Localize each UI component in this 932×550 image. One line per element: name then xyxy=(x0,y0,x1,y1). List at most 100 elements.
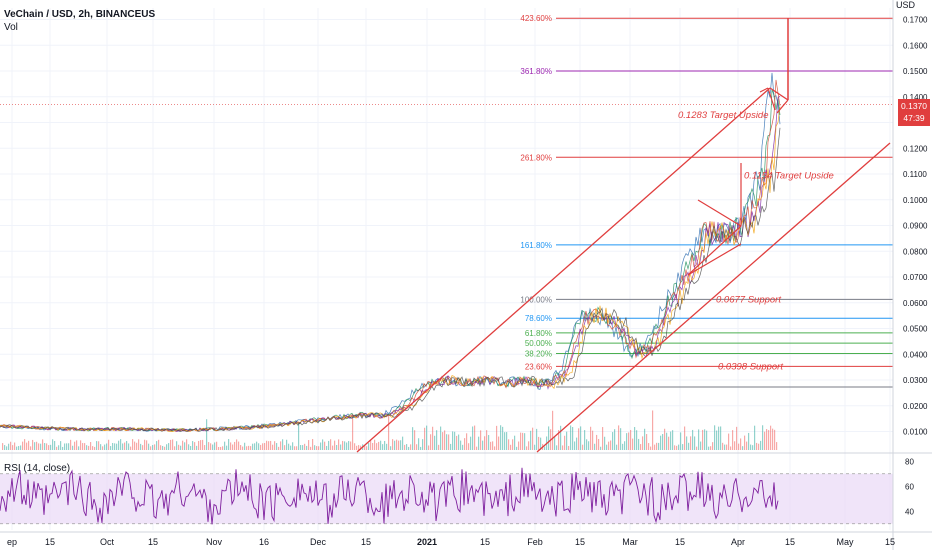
volume-bar xyxy=(32,439,34,450)
volume-bar xyxy=(108,439,110,450)
volume-bar xyxy=(544,446,546,450)
volume-bar xyxy=(296,446,298,450)
volume-bar xyxy=(448,434,450,450)
rsi-tick-label: 40 xyxy=(905,507,914,516)
volume-bar xyxy=(152,444,154,450)
fib-level-label: 100.00% xyxy=(520,295,552,304)
volume-bar xyxy=(458,434,460,450)
volume-bar xyxy=(198,440,200,450)
volume-bar xyxy=(472,426,474,450)
time-tick-label: 15 xyxy=(45,537,55,547)
volume-bar xyxy=(398,440,400,450)
volume-bar xyxy=(760,440,762,450)
volume-bar xyxy=(374,439,376,450)
volume-bar xyxy=(38,443,40,450)
volume-bar xyxy=(298,421,300,450)
time-tick-label: Apr xyxy=(731,537,745,547)
volume-bar xyxy=(558,430,560,450)
volume-bar xyxy=(154,444,156,450)
volume-bar xyxy=(8,443,10,450)
volume-bar xyxy=(190,446,192,450)
volume-bar xyxy=(280,441,282,450)
volume-bar xyxy=(204,445,206,450)
volume-bar xyxy=(590,426,592,450)
volume-bar xyxy=(656,442,658,450)
volume-bar xyxy=(76,440,78,450)
volume-bar xyxy=(272,444,274,450)
volume-bar xyxy=(496,425,498,450)
volume-bar xyxy=(704,429,706,450)
volume-bar xyxy=(646,434,648,450)
volume-bar xyxy=(402,436,404,450)
volume-bar xyxy=(672,430,674,450)
volume-bar xyxy=(652,410,654,450)
volume-bar xyxy=(344,441,346,450)
volume-bar xyxy=(332,445,334,450)
volume-bar xyxy=(708,446,710,450)
price-line xyxy=(0,96,781,432)
volume-bar xyxy=(694,436,696,450)
volume-bar xyxy=(514,435,516,450)
time-tick-label: Feb xyxy=(527,537,543,547)
volume-bar xyxy=(436,430,438,450)
volume-bar xyxy=(580,426,582,450)
volume-bar xyxy=(78,446,80,450)
volume-bar xyxy=(36,441,38,450)
rsi-line xyxy=(0,467,779,525)
volume-bar xyxy=(612,432,614,450)
volume-bar xyxy=(566,431,568,450)
volume-bar xyxy=(702,429,704,450)
volume-bar xyxy=(14,442,16,450)
volume-bar xyxy=(690,436,692,450)
volume-bar xyxy=(764,431,766,450)
annotations: 0.1283 Target Upside 0.1154 Target Upside… xyxy=(678,110,834,373)
volume-bar xyxy=(548,426,550,450)
time-tick-label: 15 xyxy=(480,537,490,547)
volume-bar xyxy=(604,436,606,450)
volume-bar xyxy=(196,445,198,450)
volume-bar xyxy=(338,439,340,450)
volume-bar xyxy=(352,415,354,450)
volume-bar xyxy=(680,432,682,450)
volume-bar xyxy=(712,442,714,450)
volume-bar xyxy=(530,430,532,450)
volume-bar xyxy=(346,442,348,450)
volume-bar xyxy=(650,446,652,450)
volume-bar xyxy=(178,444,180,450)
volume-bar xyxy=(426,425,428,450)
volume-bar xyxy=(104,444,106,450)
price-tick-label: 0.1600 xyxy=(903,41,928,50)
volume-bar xyxy=(766,429,768,450)
volume-bar xyxy=(444,430,446,450)
volume-bar xyxy=(348,440,350,450)
volume-bar xyxy=(428,445,430,450)
volume-bar xyxy=(326,445,328,450)
volume-bar xyxy=(576,437,578,450)
volume-bar xyxy=(232,444,234,450)
volume-bar xyxy=(300,445,302,450)
volume-bar xyxy=(600,446,602,450)
volume-bar xyxy=(584,430,586,450)
volume-bar xyxy=(464,438,466,450)
volume-bar xyxy=(394,440,396,450)
volume-bar xyxy=(194,442,196,450)
volume-bar xyxy=(174,446,176,450)
volume-bar xyxy=(48,445,50,450)
volume-bar xyxy=(150,446,152,450)
volume-bar xyxy=(460,440,462,450)
volume-bar xyxy=(500,425,502,450)
volume-bar xyxy=(340,444,342,450)
volume-bar xyxy=(288,443,290,450)
volume-bar xyxy=(654,444,656,450)
volume-bar xyxy=(188,444,190,450)
volume-bar xyxy=(238,441,240,450)
drawing-shapes xyxy=(687,87,776,276)
volume-bar xyxy=(200,440,202,450)
volume-bar xyxy=(526,446,528,450)
fib-level-label: 38.20% xyxy=(525,349,552,358)
volume-bar xyxy=(638,438,640,450)
volume-bar xyxy=(768,430,770,450)
volume-bar xyxy=(214,442,216,450)
volume-bar xyxy=(126,440,128,450)
